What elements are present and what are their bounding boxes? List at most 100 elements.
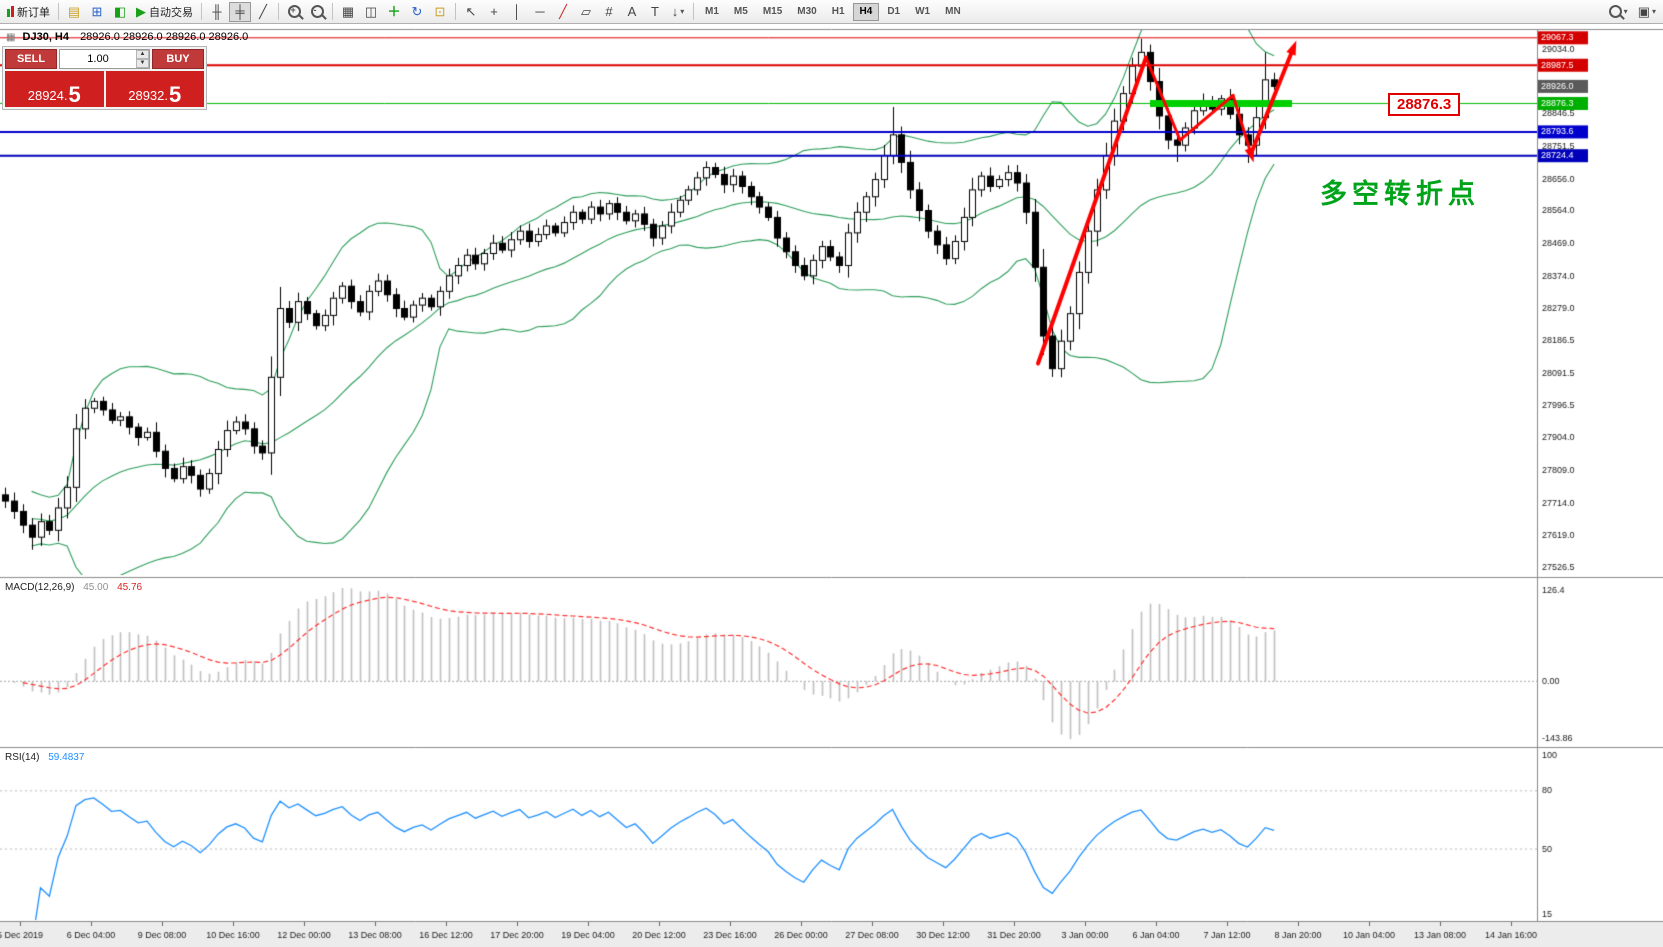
toolbar-separator [201, 3, 202, 20]
timeframe-mn-button[interactable]: MN [938, 3, 968, 21]
cursor-tool-button[interactable]: ↖ [460, 2, 482, 22]
timeframe-d1-button[interactable]: D1 [880, 3, 907, 21]
timeframe-w1-button[interactable]: W1 [908, 3, 937, 21]
toolbar-separator [693, 3, 694, 20]
cascade-windows-button[interactable]: ◫ [360, 2, 382, 22]
navigator-button[interactable]: ◧ [109, 2, 131, 22]
price-chart-canvas[interactable] [0, 24, 1663, 947]
label-tool-icon: T [651, 4, 659, 19]
toolbar-separator [58, 3, 59, 20]
macd-title: MACD(12,26,9) [5, 582, 75, 593]
rsi-value: 59.4837 [48, 752, 85, 763]
auto-trading-button[interactable]: ▶ 自动交易 [132, 2, 197, 22]
timeframe-m15-button[interactable]: M15 [756, 3, 789, 21]
volume-spinner: ▲ ▼ [136, 50, 149, 68]
toolbar-right-group: ▾ ▣ ▾ [1605, 2, 1660, 22]
template-icon: ⊡ [434, 4, 446, 19]
line-chart-icon: ╱ [259, 4, 267, 19]
vertical-line-icon: │ [512, 4, 522, 19]
cursor-icon: ↖ [465, 4, 477, 19]
bar-chart-button[interactable]: ╫ [206, 2, 228, 22]
label-tool-button[interactable]: T [644, 2, 666, 22]
sell-button[interactable]: SELL [5, 49, 57, 69]
buy-button[interactable]: BUY [152, 49, 204, 69]
chart-symbol-label: DJ30, H4 [22, 31, 69, 43]
macd-value: 45.00 [83, 582, 109, 593]
line-chart-button[interactable]: ╱ [252, 2, 274, 22]
tile-windows-icon: ▦ [341, 4, 355, 19]
refresh-icon: ↻ [411, 4, 423, 19]
toolbar-separator [455, 3, 456, 20]
arrows-tool-button[interactable]: ↓ ▾ [667, 2, 689, 22]
timeframe-h1-button[interactable]: H1 [825, 3, 852, 21]
macd-header: MACD(12,26,9) 45.00 45.76 [5, 582, 142, 593]
trendline-icon: ╱ [559, 4, 567, 19]
chevron-down-icon: ▾ [1623, 7, 1628, 16]
navigator-icon: ◧ [113, 4, 127, 19]
crosshair-icon: + [490, 4, 498, 19]
timeframe-h4-button[interactable]: H4 [852, 2, 880, 21]
add-indicator-button[interactable]: ＋ [383, 2, 405, 22]
main-toolbar: 新订单 ▤ ⊞ ◧ ▶ 自动交易 ╫ ╪ ╱ + - ▦ ◫ ＋ ↻ ⊡ ↖ +… [0, 0, 1663, 24]
new-order-button[interactable]: 新订单 [3, 2, 54, 22]
search-button[interactable]: ▾ [1605, 2, 1632, 22]
search-icon [1608, 5, 1622, 18]
arrows-tool-icon: ↓ [671, 4, 679, 19]
macd-signal-value: 45.76 [117, 582, 143, 593]
windows-button[interactable]: ▣ ▾ [1634, 2, 1660, 22]
profiles-icon: ▤ [67, 4, 81, 19]
crosshair-tool-button[interactable]: + [483, 2, 505, 22]
sell-price-big: 5 [68, 82, 81, 107]
trendline-tool-button[interactable]: ╱ [552, 2, 574, 22]
timeframe-m1-button[interactable]: M1 [698, 3, 726, 21]
buy-price-panel[interactable]: 28932. 5 [105, 71, 204, 107]
market-watch-icon: ⊞ [91, 4, 103, 19]
volume-input[interactable] [60, 50, 136, 68]
zoom-in-icon: + [287, 5, 301, 18]
candlestick-chart-icon: ╪ [235, 4, 245, 19]
add-indicator-icon: ＋ [387, 4, 401, 19]
volume-decrease-button[interactable]: ▼ [136, 59, 149, 68]
market-watch-button[interactable]: ⊞ [86, 2, 108, 22]
fibonacci-tool-button[interactable]: # [598, 2, 620, 22]
text-tool-button[interactable]: A [621, 2, 643, 22]
buy-price-small: 28932. [128, 88, 168, 103]
candlestick-chart-button[interactable]: ╪ [229, 1, 251, 22]
chart-region: ▦ DJ30, H4 28926.0 28926.0 28926.0 28926… [0, 24, 1663, 947]
buy-price-big: 5 [169, 82, 182, 107]
volume-box: ▲ ▼ [59, 49, 150, 69]
template-button[interactable]: ⊡ [429, 2, 451, 22]
profiles-button[interactable]: ▤ [63, 2, 85, 22]
chevron-down-icon: ▾ [1651, 7, 1656, 16]
sell-price-small: 28924. [27, 88, 68, 103]
auto-trading-label: 自动交易 [149, 6, 193, 19]
rsi-title: RSI(14) [5, 752, 40, 763]
chart-title: ▦ DJ30, H4 28926.0 28926.0 28926.0 28926… [6, 31, 248, 43]
chart-symbol-icon: ▦ [6, 32, 16, 43]
horizontal-line-tool-button[interactable]: ─ [529, 2, 551, 22]
bar-chart-icon: ╫ [212, 4, 222, 19]
zoom-out-button[interactable]: - [306, 2, 328, 22]
channel-tool-button[interactable]: ▱ [575, 2, 597, 22]
zoom-in-button[interactable]: + [283, 2, 305, 22]
timeframe-m30-button[interactable]: M30 [790, 3, 823, 21]
channel-icon: ▱ [581, 4, 591, 19]
cascade-windows-icon: ◫ [364, 4, 378, 19]
sell-price-panel[interactable]: 28924. 5 [5, 71, 104, 107]
zoom-out-icon: - [310, 5, 324, 18]
fibonacci-icon: # [605, 4, 613, 19]
refresh-button[interactable]: ↻ [406, 2, 428, 22]
vertical-line-tool-button[interactable]: │ [506, 2, 528, 22]
tile-windows-button[interactable]: ▦ [337, 2, 359, 22]
chart-ohlc-values: 28926.0 28926.0 28926.0 28926.0 [80, 31, 249, 43]
new-order-icon [7, 6, 14, 17]
auto-trading-play-icon: ▶ [136, 4, 146, 19]
chevron-down-icon: ▾ [680, 7, 685, 16]
one-click-trading-panel: SELL ▲ ▼ BUY 28924. 5 28932. 5 [2, 46, 207, 110]
new-order-label: 新订单 [17, 6, 50, 19]
timeframe-m5-button[interactable]: M5 [727, 3, 755, 21]
turning-point-annotation: 多空转折点 [1320, 179, 1480, 209]
window-icon: ▣ [1637, 4, 1650, 19]
volume-increase-button[interactable]: ▲ [136, 50, 149, 59]
